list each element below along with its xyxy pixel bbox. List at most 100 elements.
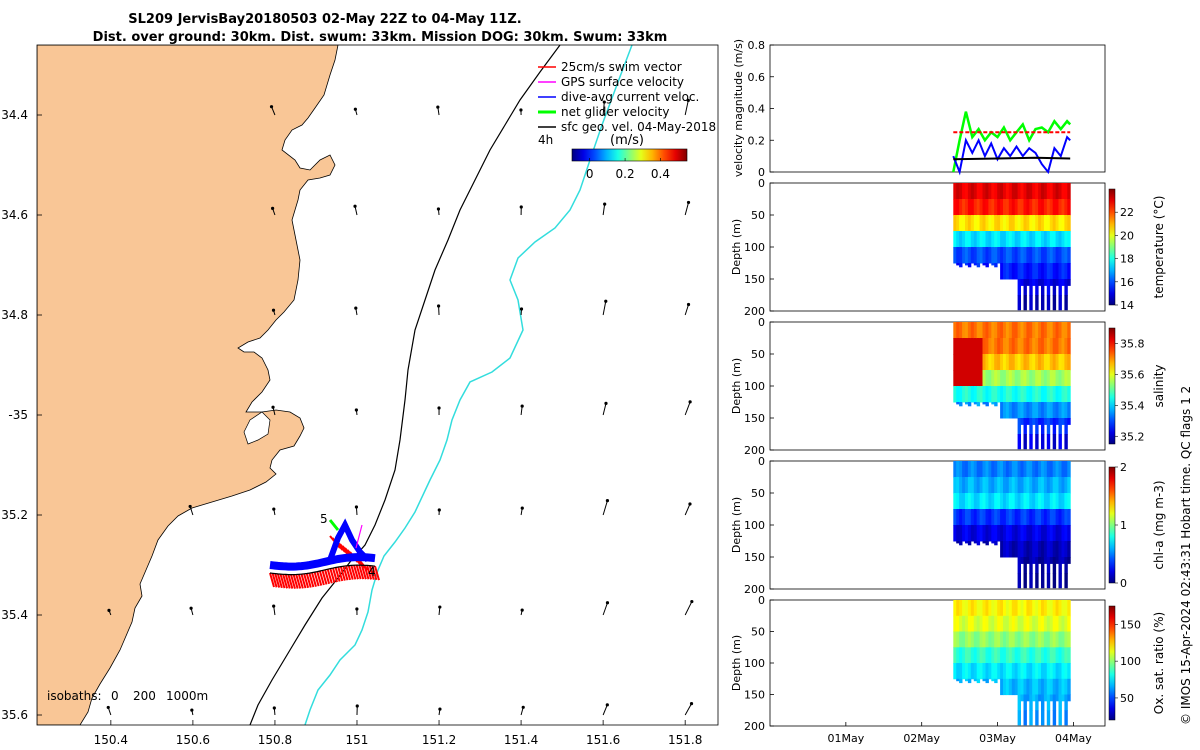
profile-heat-cell <box>1020 338 1024 355</box>
profile-heat-cell <box>953 183 957 200</box>
map-lat-tick-label: -35 <box>8 408 28 422</box>
profile-heat-cell <box>1029 322 1033 339</box>
profile-heat-cell <box>1005 631 1010 648</box>
profile-heat-cell <box>985 525 989 542</box>
gps-velocity-vector <box>355 524 363 549</box>
profile-heat-cell <box>1026 663 1030 680</box>
surface-velocity-arrow-head <box>603 202 607 206</box>
profile-heat-cell <box>994 231 998 248</box>
profile-heat-cell <box>979 183 983 200</box>
profile-heat-cell <box>1055 615 1059 633</box>
profile-heat-cell <box>1041 418 1045 435</box>
profile-heat-cell <box>956 477 960 494</box>
profile-heat-cell <box>1043 263 1048 280</box>
profile-heat-cell <box>988 354 992 371</box>
profile-heat-cell <box>1029 370 1033 387</box>
depth-tick-label: 100 <box>744 380 765 393</box>
profile-heat-cell <box>997 199 1001 216</box>
profile-heat-cell <box>956 461 960 478</box>
profile-heat-cell <box>976 525 981 542</box>
profile-heat-cell <box>1005 386 1010 403</box>
profile-heat-cell <box>1049 354 1054 371</box>
profile-heat-cell <box>1023 183 1027 200</box>
map-colorbar-tick-label: 0.2 <box>616 167 635 181</box>
profile-heat-cell <box>1064 663 1068 680</box>
profile-heat-cell <box>1035 600 1039 617</box>
profile-heat-cell <box>979 199 983 216</box>
profile-heat-cell <box>962 525 966 542</box>
profile-heat-cell <box>970 199 975 216</box>
profile-heat-cell <box>1029 647 1033 664</box>
map-colorbar <box>571 148 688 162</box>
swim-vector-segment <box>284 574 291 589</box>
profile-heat-cell <box>1052 493 1057 510</box>
profile-heat-cell <box>1008 338 1013 355</box>
profile-heat-cell <box>973 541 978 544</box>
profile-heat-cell <box>962 231 966 248</box>
profile-heat-cell <box>1032 370 1036 387</box>
profile-heat-cell <box>1029 418 1033 435</box>
profile-heat-cell <box>965 370 969 387</box>
profile-heat-cell <box>1052 678 1057 696</box>
profile-heat-cell <box>967 647 972 664</box>
profile-heat-cell <box>1035 386 1039 403</box>
profile-heat-cell <box>976 263 981 268</box>
profile-heat-cell <box>970 493 975 510</box>
profile-heat-cell <box>973 477 978 494</box>
surface-velocity-arrow-head <box>271 308 276 312</box>
profile-heat-cell <box>1023 354 1027 371</box>
map-legend: 25cm/s swim vector GPS surface velocity … <box>538 60 716 181</box>
profile-heat-cell <box>1058 600 1062 617</box>
profile-heat-cell <box>1008 663 1013 680</box>
profile-heat-cell <box>1000 509 1004 526</box>
profile-heat-cell <box>1014 263 1019 280</box>
profile-heat-cell <box>965 647 969 664</box>
profile-heat-cell <box>979 493 983 510</box>
map-lon-ticks: 150.4 150.6 150.8 151 151.2 151.4 151.6 151.8 <box>94 720 702 747</box>
profile-heat-cell <box>1020 418 1024 425</box>
profile-heat-cell <box>1064 215 1068 232</box>
profile-heat-cell <box>1011 183 1016 200</box>
profile-heat-cell <box>1049 461 1054 478</box>
profile-heat-cell <box>970 663 975 680</box>
profile-heat-cell <box>1049 541 1054 558</box>
swim-vector-segment <box>353 564 359 580</box>
profile-heat-cell <box>1026 600 1030 617</box>
profile-heat-cell <box>1049 418 1054 425</box>
profile-heat-cell <box>1064 615 1068 633</box>
profile-heat-cell <box>959 263 963 268</box>
profile-heat-cell <box>1067 615 1071 633</box>
profile-heat-cell <box>1041 322 1045 339</box>
profile-heat-cell <box>997 647 1001 664</box>
swim-vector-segment <box>279 573 286 589</box>
profile-heat-cell <box>1026 279 1030 286</box>
profile-heat-cell <box>1038 199 1042 216</box>
legend-label-sfc-geo: sfc geo. vel. 04-May-2018 <box>561 120 716 134</box>
map-lat-tick-label: 34.4 <box>1 108 28 122</box>
profile-heat-cell <box>1046 354 1051 371</box>
surface-velocity-arrow-shaft <box>684 503 691 516</box>
time-tick-label: 04May <box>1055 732 1092 745</box>
profile-heat-cell <box>1052 279 1057 296</box>
profile-heat-cell <box>1049 402 1054 419</box>
map-lat-tick-label: 34.8 <box>1 308 28 322</box>
swim-vector-segment <box>360 564 367 580</box>
profile-heat-cell <box>1008 402 1013 419</box>
depth-tick-label: 50 <box>751 209 765 222</box>
profile-heat-cell <box>994 647 998 664</box>
profile-heat-cell <box>1014 247 1019 264</box>
profile-heat-cell <box>979 509 983 526</box>
profile-heat-cell <box>1046 678 1051 696</box>
profile-heat-cell <box>1005 525 1010 542</box>
profile-heat-cell <box>1011 678 1016 696</box>
profile-heat-cell <box>959 231 963 248</box>
profile-heat-cell <box>982 461 986 478</box>
profile-heat-cell <box>1067 541 1071 558</box>
profile-heat-cell <box>1049 263 1054 280</box>
profile-heat-cell <box>1029 183 1033 200</box>
profile-heat-cell <box>997 493 1001 510</box>
profile-heat-cell <box>1029 615 1033 633</box>
profile-heat-cell <box>970 509 975 526</box>
profile-heat-cell <box>1014 615 1019 633</box>
profile-heat-cell <box>1032 322 1036 339</box>
